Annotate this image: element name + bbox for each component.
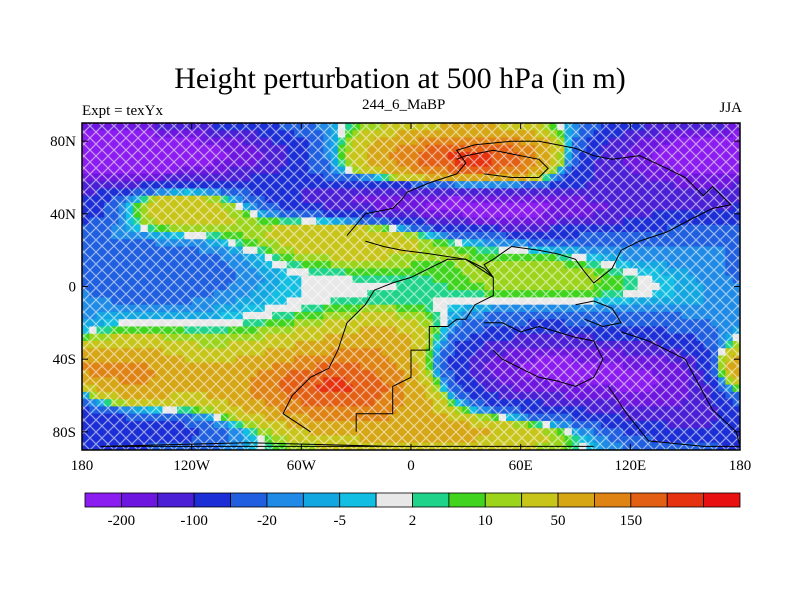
colorbar-label: -20 <box>257 513 277 529</box>
colorbar-swatch <box>484 492 523 508</box>
colorbar-swatch <box>339 492 377 508</box>
colorbar-swatch <box>521 492 559 508</box>
colorbar-swatch <box>448 492 486 508</box>
colorbar-swatch <box>594 492 632 508</box>
colorbar-label: 2 <box>409 513 417 529</box>
colorbar-swatch <box>193 492 231 508</box>
chart-title: Height perturbation at 500 hPa (in m) <box>174 62 626 95</box>
y-tick-label: 40N <box>50 207 76 223</box>
colorbar-label: -100 <box>180 513 208 529</box>
colorbar-swatch <box>266 492 304 508</box>
continent-outline-4 <box>575 300 623 328</box>
colorbar-swatch <box>230 492 268 508</box>
continent-outline-1 <box>346 140 732 284</box>
continent-outline-5 <box>607 331 740 447</box>
colorbar-swatch <box>84 492 122 508</box>
continent-outline-3 <box>484 322 604 387</box>
colorbar-swatch <box>302 492 341 508</box>
x-tick-label: 180 <box>71 458 94 474</box>
colorbar-label: 10 <box>478 513 493 529</box>
colorbar-swatch <box>412 492 450 508</box>
colorbar-swatch <box>120 492 159 508</box>
period-label: 244_6_MaBP <box>362 97 446 113</box>
experiment-label: Expt = texYx <box>82 103 163 119</box>
x-tick-label: 60E <box>509 458 533 474</box>
colorbar: -200 -100 -20 -5 2 10 50 150 <box>84 492 741 529</box>
colorbar-label: -200 <box>108 513 136 529</box>
colorbar-swatch <box>375 492 413 508</box>
colorbar-label: -5 <box>333 513 346 529</box>
x-tick-label: 0 <box>407 458 415 474</box>
continent-outlines <box>100 140 740 447</box>
colorbar-swatch <box>630 492 668 508</box>
continent-outline-2 <box>456 149 549 178</box>
x-tick-label: 120W <box>173 458 211 474</box>
colorbar-swatch <box>157 492 195 508</box>
y-tick-label: 0 <box>69 280 77 296</box>
hatch-overlay <box>82 123 740 450</box>
x-tick-label: 180 <box>729 458 752 474</box>
colorbar-swatch <box>666 492 705 508</box>
x-tick-label: 120E <box>614 458 646 474</box>
season-label: JJA <box>719 100 742 116</box>
colorbar-swatch <box>557 492 595 508</box>
continent-outline-6 <box>100 442 594 447</box>
colorbar-label: 150 <box>620 513 643 529</box>
y-tick-label: 80S <box>53 425 76 441</box>
axes: 180 120W 60W 0 60E 120E 180 80N 40N 0 40S 80S <box>50 123 751 474</box>
y-tick-label: 80N <box>50 134 76 150</box>
colorbar-label: 50 <box>551 513 566 529</box>
y-tick-label: 40S <box>53 352 76 368</box>
x-tick-label: 60W <box>287 458 317 474</box>
continent-outline-0 <box>282 258 494 433</box>
colorbar-swatch <box>703 492 741 508</box>
